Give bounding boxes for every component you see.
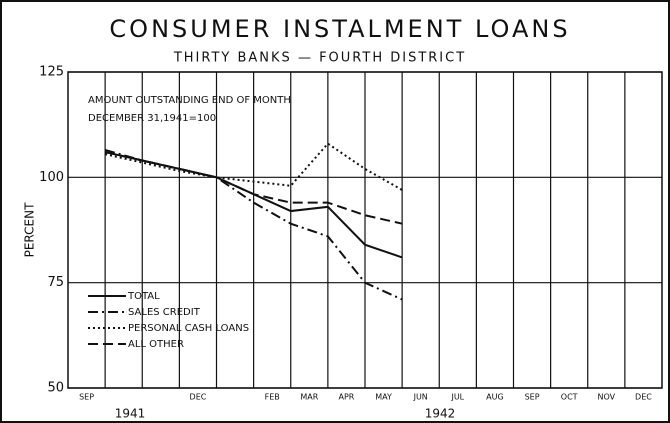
x-tick-label: DEC	[635, 393, 652, 402]
legend-label: TOTAL	[127, 291, 160, 302]
annotation: AMOUNT OUTSTANDING END OF MONTH	[88, 95, 291, 106]
chart-subtitle: THIRTY BANKS — FOURTH DISTRICT	[173, 51, 466, 66]
x-tick-label: APR	[339, 393, 355, 402]
y-tick-label: 100	[39, 170, 64, 185]
annotation: DECEMBER 31,1941=100	[88, 113, 216, 124]
y-axis-label: PERCENT	[23, 202, 37, 257]
x-tick-label: OCT	[561, 393, 578, 402]
x-tick-label: MAY	[375, 393, 392, 402]
chart-title: CONSUMER INSTALMENT LOANS	[109, 15, 570, 43]
legend-label: ALL OTHER	[128, 339, 184, 350]
year-label: 1941	[115, 407, 146, 421]
series-line	[104, 151, 403, 225]
x-tick-label: MAR	[300, 393, 318, 402]
y-tick-label: 50	[47, 381, 64, 396]
x-tick-label: SEP	[79, 393, 94, 402]
x-tick-label: JUL	[450, 393, 464, 402]
x-tick-label: NOV	[598, 393, 616, 402]
x-tick-label: SEP	[525, 393, 540, 402]
year-label: 1942	[425, 407, 456, 421]
y-tick-label: 75	[47, 275, 64, 290]
y-tick-label: 125	[39, 65, 64, 80]
x-tick-label: JUN	[413, 393, 428, 402]
x-tick-label: DEC	[190, 393, 207, 402]
x-tick-label: AUG	[486, 393, 504, 402]
legend-label: SALES CREDIT	[128, 307, 201, 318]
legend-label: PERSONAL CASH LOANS	[128, 323, 249, 334]
series-line	[104, 142, 403, 191]
series-line	[104, 148, 403, 301]
x-tick-label: FEB	[265, 393, 280, 402]
